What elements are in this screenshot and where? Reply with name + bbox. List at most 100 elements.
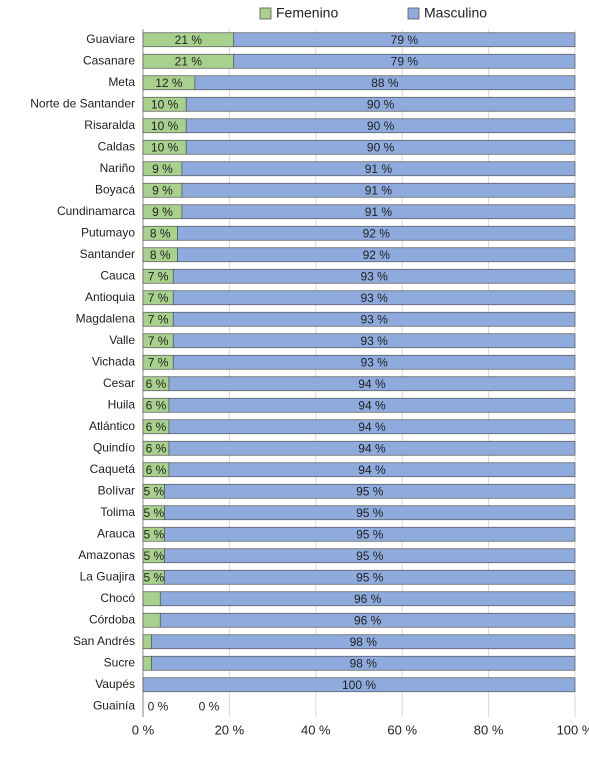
data-label: 21 % bbox=[175, 54, 203, 68]
y-tick-label: Caquetá bbox=[90, 462, 136, 476]
bar-segment bbox=[142, 634, 152, 650]
data-label: 93 % bbox=[360, 312, 388, 326]
y-tick-label: Cauca bbox=[100, 268, 135, 282]
data-label: 5 % bbox=[143, 527, 164, 541]
y-tick-label: Boyacá bbox=[95, 182, 135, 196]
data-label: 10 % bbox=[151, 119, 179, 133]
data-label: 6 % bbox=[146, 377, 167, 391]
y-tick-label: Tolima bbox=[100, 505, 135, 519]
y-tick-label: Huila bbox=[108, 397, 136, 411]
y-tick-label: Casanare bbox=[83, 53, 135, 67]
bar-segment bbox=[159, 591, 576, 607]
y-tick-label: Vaupés bbox=[95, 677, 135, 691]
bar-segment bbox=[142, 591, 161, 607]
bar-segment bbox=[172, 311, 576, 327]
y-tick-label: Amazonas bbox=[78, 548, 135, 562]
data-label: 9 % bbox=[152, 162, 173, 176]
data-label: 94 % bbox=[358, 441, 386, 455]
data-label: 7 % bbox=[148, 269, 169, 283]
y-tick-label: Sucre bbox=[104, 655, 136, 669]
data-label: 94 % bbox=[358, 420, 386, 434]
bar-segment bbox=[172, 290, 576, 306]
data-label: 98 % bbox=[350, 656, 378, 670]
y-tick-label: Bolívar bbox=[98, 483, 135, 497]
data-label: 96 % bbox=[354, 592, 382, 606]
data-label: 94 % bbox=[358, 377, 386, 391]
bar-segment bbox=[172, 333, 576, 349]
data-label: 88 % bbox=[371, 76, 399, 90]
y-tick-label: La Guajira bbox=[80, 569, 136, 583]
bar-segment bbox=[159, 612, 576, 628]
bar-segment bbox=[168, 397, 576, 413]
y-tick-label: Risaralda bbox=[84, 118, 135, 132]
y-tick-label: Arauca bbox=[97, 526, 135, 540]
data-label: 96 % bbox=[354, 613, 382, 627]
data-label: 9 % bbox=[152, 183, 173, 197]
data-label: 95 % bbox=[356, 527, 384, 541]
bar-segment bbox=[172, 268, 576, 284]
y-tick-label: Guainía bbox=[93, 698, 135, 712]
data-label: 95 % bbox=[356, 506, 384, 520]
x-tick-label: 20 % bbox=[215, 722, 245, 737]
data-label: 7 % bbox=[148, 334, 169, 348]
bar-segment bbox=[177, 225, 576, 241]
bar-segment bbox=[233, 53, 576, 69]
y-tick-label: Antioquia bbox=[85, 290, 135, 304]
data-label: 10 % bbox=[151, 140, 179, 154]
data-label: 7 % bbox=[148, 291, 169, 305]
data-label: 0 % bbox=[148, 699, 169, 713]
bar-segment bbox=[151, 634, 576, 650]
bar-segment bbox=[233, 32, 576, 48]
data-label: 93 % bbox=[360, 355, 388, 369]
bar-segment bbox=[185, 118, 576, 134]
x-tick-label: 0 % bbox=[132, 722, 155, 737]
bar-segment bbox=[142, 677, 576, 693]
data-label: 90 % bbox=[367, 140, 395, 154]
data-label: 21 % bbox=[175, 33, 203, 47]
y-tick-label: Quindío bbox=[93, 440, 135, 454]
y-tick-label: Meta bbox=[108, 75, 135, 89]
bar-segment bbox=[185, 139, 576, 155]
x-tick-label: 40 % bbox=[301, 722, 331, 737]
y-tick-label: Guaviare bbox=[86, 32, 135, 46]
data-label: 5 % bbox=[143, 570, 164, 584]
data-label: 95 % bbox=[356, 570, 384, 584]
bar-segment bbox=[181, 161, 576, 177]
y-tick-label: Cundinamarca bbox=[57, 204, 135, 218]
bar-segment bbox=[164, 483, 576, 499]
y-tick-label: Córdoba bbox=[89, 612, 135, 626]
data-label: 5 % bbox=[143, 506, 164, 520]
bar-segment bbox=[168, 376, 576, 392]
bar-segment bbox=[142, 612, 161, 628]
data-label: 91 % bbox=[365, 205, 393, 219]
data-label: 90 % bbox=[367, 119, 395, 133]
data-label: 6 % bbox=[146, 463, 167, 477]
bar-segment bbox=[194, 75, 576, 91]
bar-segment bbox=[181, 182, 576, 198]
legend-swatch bbox=[259, 7, 272, 20]
data-label: 91 % bbox=[365, 183, 393, 197]
legend-label: Masculino bbox=[424, 5, 487, 21]
data-label: 7 % bbox=[148, 355, 169, 369]
data-label: 6 % bbox=[146, 398, 167, 412]
legend-swatch bbox=[407, 7, 420, 20]
bar-segment bbox=[164, 505, 576, 521]
y-tick-label: Putumayo bbox=[81, 225, 135, 239]
x-tick-label: 100 % bbox=[557, 722, 589, 737]
y-tick-label: Vichada bbox=[92, 354, 135, 368]
data-label: 98 % bbox=[350, 635, 378, 649]
x-tick-label: 80 % bbox=[474, 722, 504, 737]
bar-segment bbox=[172, 354, 576, 370]
data-label: 90 % bbox=[367, 97, 395, 111]
y-tick-label: Caldas bbox=[98, 139, 135, 153]
data-label: 93 % bbox=[360, 334, 388, 348]
y-tick-label: Norte de Santander bbox=[30, 96, 135, 110]
y-tick-label: Nariño bbox=[100, 161, 136, 175]
data-label: 5 % bbox=[143, 549, 164, 563]
bar-segment bbox=[164, 548, 576, 564]
bar-segment bbox=[185, 96, 576, 112]
data-label: 5 % bbox=[143, 484, 164, 498]
data-label: 9 % bbox=[152, 205, 173, 219]
data-label: 8 % bbox=[150, 226, 171, 240]
legend-label: Femenino bbox=[276, 5, 338, 21]
